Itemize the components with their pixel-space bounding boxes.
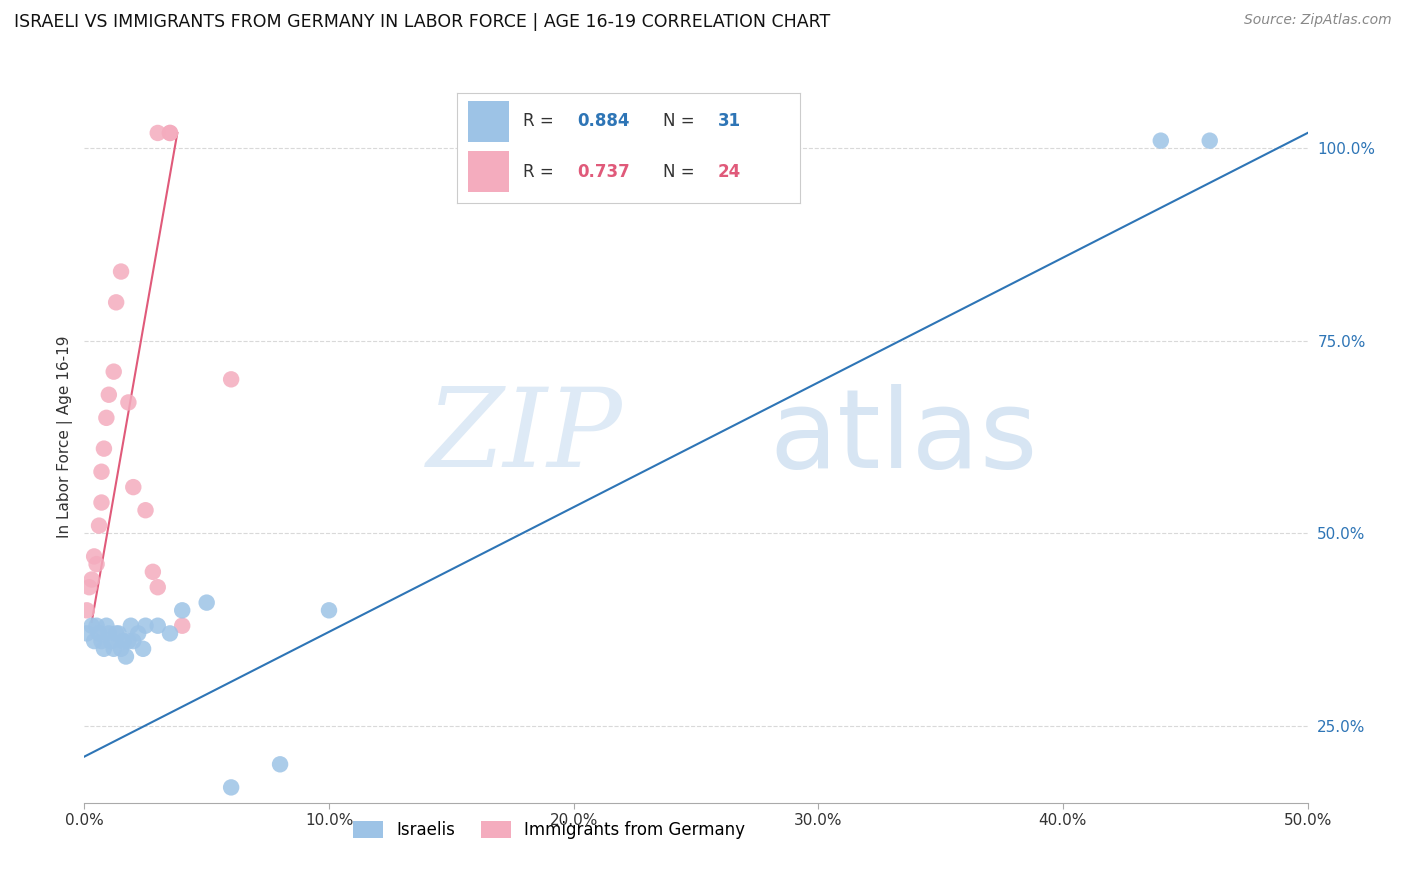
- Point: [90, 495, 112, 509]
- Text: ZIP: ZIP: [426, 384, 623, 491]
- Point: [87, 626, 110, 640]
- Point: [112, 634, 135, 648]
- Point: [146, 580, 169, 594]
- Point: [97, 626, 120, 640]
- Point: [135, 618, 157, 632]
- Point: [110, 264, 132, 278]
- Point: [83, 549, 105, 564]
- Point: [146, 618, 169, 632]
- Point: [159, 126, 181, 140]
- Point: [110, 641, 132, 656]
- Text: ISRAELI VS IMMIGRANTS FROM GERMANY IN LABOR FORCE | AGE 16-19 CORRELATION CHART: ISRAELI VS IMMIGRANTS FROM GERMANY IN LA…: [14, 13, 831, 31]
- Point: [132, 641, 155, 656]
- Point: [120, 618, 142, 632]
- Point: [93, 442, 115, 456]
- Point: [97, 388, 120, 402]
- Point: [103, 641, 125, 656]
- Point: [172, 618, 194, 632]
- Point: [86, 618, 108, 632]
- Point: [269, 757, 291, 772]
- Point: [159, 126, 181, 140]
- Point: [76, 626, 98, 640]
- Point: [142, 565, 165, 579]
- Y-axis label: In Labor Force | Age 16-19: In Labor Force | Age 16-19: [58, 335, 73, 539]
- Point: [76, 603, 98, 617]
- Point: [122, 480, 145, 494]
- Point: [83, 634, 105, 648]
- Point: [146, 126, 169, 140]
- Point: [1198, 134, 1220, 148]
- Point: [105, 295, 128, 310]
- Point: [77, 580, 100, 594]
- Point: [100, 634, 122, 648]
- Point: [195, 596, 218, 610]
- Point: [117, 395, 139, 409]
- Point: [122, 634, 145, 648]
- Point: [96, 618, 118, 632]
- Point: [80, 618, 103, 632]
- Point: [1150, 134, 1173, 148]
- Point: [96, 410, 118, 425]
- Point: [115, 649, 138, 664]
- Point: [103, 365, 125, 379]
- Point: [172, 603, 194, 617]
- Point: [107, 626, 129, 640]
- Text: atlas: atlas: [769, 384, 1038, 491]
- Point: [86, 557, 108, 571]
- Point: [127, 626, 149, 640]
- Legend: Israelis, Immigrants from Germany: Israelis, Immigrants from Germany: [347, 814, 752, 846]
- Point: [159, 626, 181, 640]
- Point: [105, 626, 128, 640]
- Point: [219, 780, 242, 795]
- Point: [318, 603, 340, 617]
- Point: [117, 634, 139, 648]
- Point: [93, 641, 115, 656]
- Text: Source: ZipAtlas.com: Source: ZipAtlas.com: [1244, 13, 1392, 28]
- Point: [135, 503, 157, 517]
- Point: [219, 372, 242, 386]
- Point: [90, 465, 112, 479]
- Point: [87, 518, 110, 533]
- Point: [80, 573, 103, 587]
- Point: [90, 634, 112, 648]
